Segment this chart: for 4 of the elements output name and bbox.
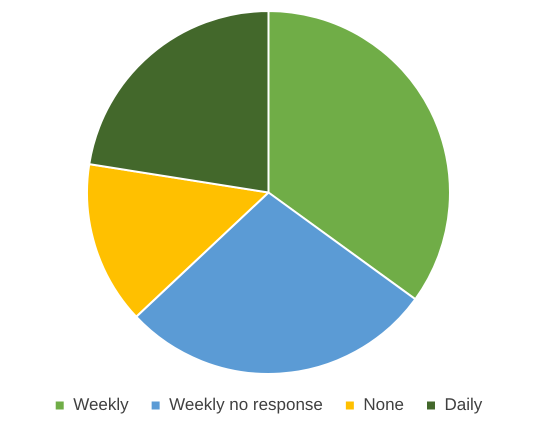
legend-label: Daily (444, 395, 483, 414)
legend-label: Weekly (73, 395, 130, 414)
legend-label: Weekly no response (169, 395, 323, 414)
legend-label: None (363, 395, 404, 414)
